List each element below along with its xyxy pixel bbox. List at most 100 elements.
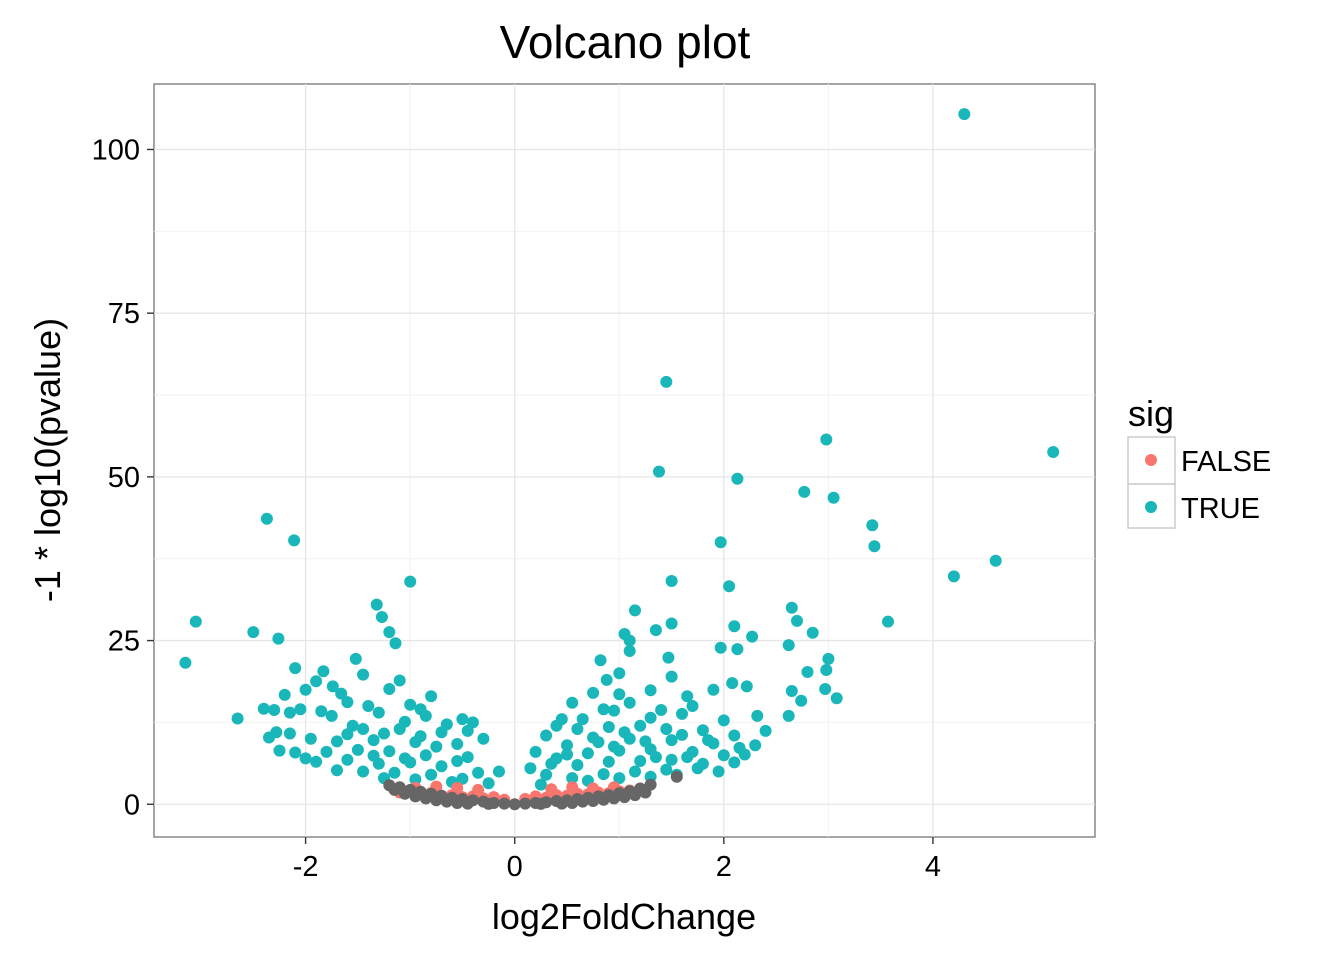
x-tick-label: -2 bbox=[293, 851, 319, 883]
data-point-other bbox=[419, 792, 432, 805]
data-point-true bbox=[712, 765, 725, 778]
y-tick-label: 50 bbox=[108, 462, 140, 494]
data-point-true bbox=[665, 670, 678, 683]
data-point-other bbox=[618, 791, 631, 804]
data-point-true bbox=[634, 755, 647, 767]
data-point-true bbox=[357, 668, 370, 681]
data-point-other bbox=[566, 797, 579, 809]
data-point-true bbox=[660, 763, 673, 776]
data-point-true bbox=[247, 626, 260, 639]
data-point-true bbox=[686, 700, 699, 712]
data-point-true bbox=[419, 749, 432, 762]
data-point-true bbox=[310, 755, 323, 768]
data-point-true bbox=[367, 734, 380, 747]
data-point-true bbox=[451, 755, 464, 767]
data-point-true bbox=[751, 709, 764, 722]
y-tick-label: 0 bbox=[124, 789, 140, 821]
data-point-true bbox=[425, 690, 438, 703]
data-point-true bbox=[299, 752, 312, 765]
data-point-other bbox=[498, 797, 511, 810]
data-point-true bbox=[660, 375, 673, 388]
data-point-true bbox=[662, 651, 675, 664]
data-point-true bbox=[782, 639, 795, 652]
data-point-true bbox=[273, 744, 286, 757]
data-point-true bbox=[731, 643, 744, 656]
data-point-true bbox=[341, 696, 354, 709]
data-point-true bbox=[801, 666, 814, 678]
data-point-true bbox=[263, 731, 275, 744]
data-point-true bbox=[540, 729, 553, 742]
legend-key-false bbox=[1145, 454, 1157, 466]
data-point-true bbox=[629, 604, 641, 617]
data-point-true bbox=[331, 764, 343, 777]
data-point-true bbox=[278, 688, 291, 701]
data-point-true bbox=[404, 698, 417, 711]
data-point-true bbox=[534, 778, 547, 791]
data-point-true bbox=[351, 743, 364, 756]
x-axis-title: log2FoldChange bbox=[492, 896, 756, 937]
data-point-true bbox=[404, 575, 417, 588]
data-point-true bbox=[383, 683, 396, 695]
data-point-false bbox=[545, 783, 558, 796]
data-point-true bbox=[728, 756, 741, 769]
data-point-other bbox=[629, 789, 641, 802]
y-tick-label: 75 bbox=[108, 298, 140, 330]
data-point-other bbox=[388, 783, 401, 796]
data-point-true bbox=[540, 768, 553, 781]
data-point-true bbox=[325, 709, 338, 722]
data-point-true bbox=[389, 637, 402, 650]
data-point-true bbox=[1047, 446, 1060, 458]
data-point-true bbox=[341, 728, 354, 741]
data-point-true bbox=[644, 711, 657, 724]
data-point-true bbox=[561, 748, 573, 761]
data-point-true bbox=[707, 683, 720, 696]
data-point-true bbox=[728, 729, 741, 742]
data-point-other bbox=[398, 787, 411, 800]
data-point-true bbox=[409, 773, 422, 786]
data-point-true bbox=[717, 714, 730, 727]
data-point-false bbox=[472, 783, 485, 796]
data-point-true bbox=[665, 734, 678, 747]
data-point-true bbox=[728, 620, 741, 633]
data-point-true bbox=[749, 739, 762, 752]
data-point-other bbox=[639, 786, 652, 799]
data-point-true bbox=[795, 694, 808, 707]
data-point-true bbox=[819, 683, 832, 695]
data-point-true bbox=[268, 704, 281, 716]
data-point-true bbox=[827, 491, 840, 504]
data-point-true bbox=[660, 723, 673, 735]
legend-label-false: FALSE bbox=[1181, 446, 1271, 478]
data-point-other bbox=[519, 797, 532, 810]
data-point-true bbox=[806, 626, 819, 639]
data-point-true bbox=[299, 683, 312, 696]
data-point-true bbox=[524, 762, 537, 775]
data-point-true bbox=[349, 652, 362, 665]
data-point-true bbox=[335, 687, 348, 700]
data-point-true bbox=[294, 703, 307, 716]
data-point-true bbox=[383, 626, 396, 639]
data-point-true bbox=[785, 685, 798, 697]
data-point-true bbox=[822, 652, 835, 665]
legend: sig FALSE TRUE bbox=[1127, 393, 1271, 529]
data-point-true bbox=[717, 749, 730, 762]
data-point-true bbox=[665, 753, 678, 766]
data-point-true bbox=[608, 740, 620, 753]
data-point-other bbox=[482, 797, 495, 810]
data-point-true bbox=[461, 724, 474, 737]
data-point-other bbox=[555, 797, 568, 810]
data-point-true bbox=[830, 692, 843, 705]
data-point-true bbox=[597, 703, 610, 716]
data-point-true bbox=[623, 696, 636, 709]
data-point-true bbox=[398, 715, 411, 728]
data-point-true bbox=[378, 727, 390, 740]
data-point-true bbox=[665, 617, 678, 630]
data-point-true bbox=[958, 108, 971, 121]
data-point-true bbox=[702, 734, 715, 747]
data-point-false bbox=[566, 781, 579, 794]
data-point-true bbox=[947, 570, 960, 583]
points-layer bbox=[179, 108, 1060, 811]
data-point-other bbox=[597, 793, 610, 806]
data-point-true bbox=[587, 686, 600, 699]
data-point-true bbox=[419, 709, 432, 722]
